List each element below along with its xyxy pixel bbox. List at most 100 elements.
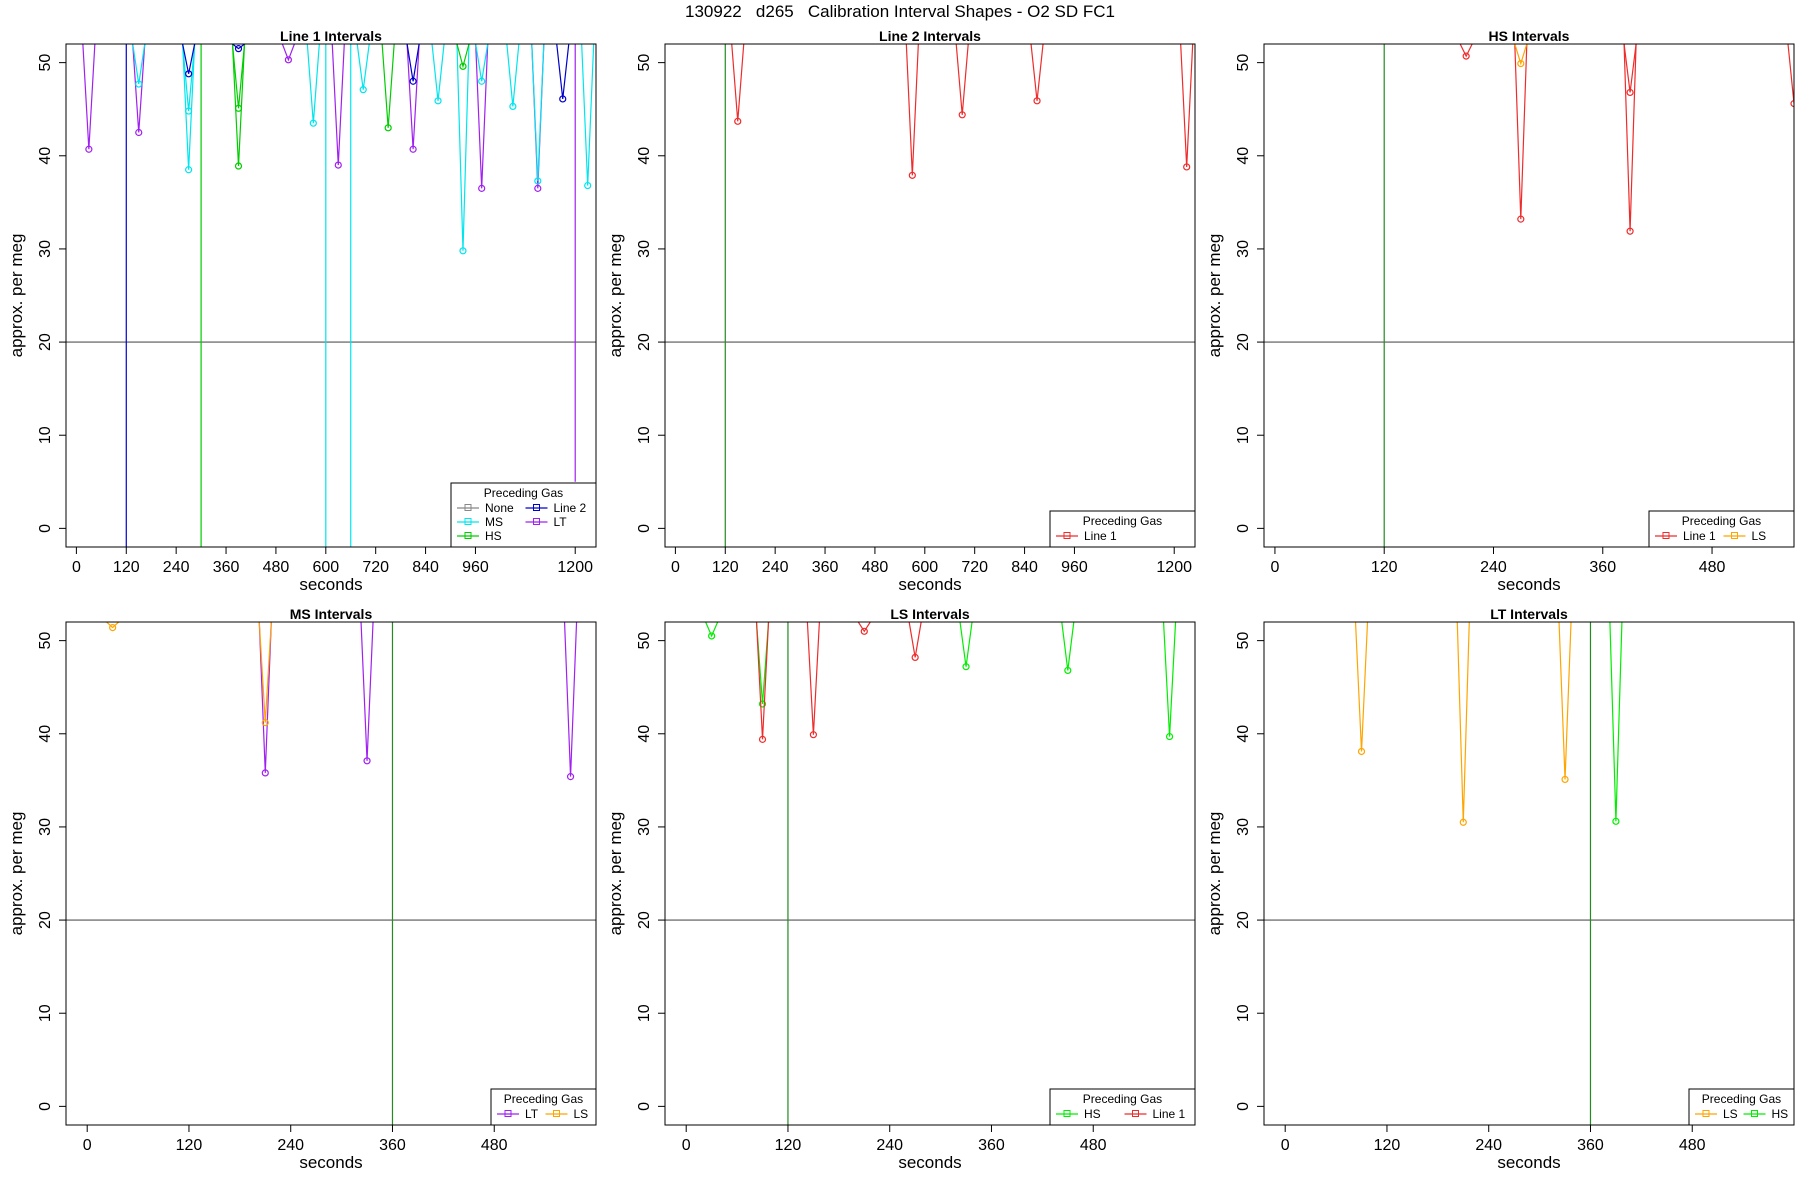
data-point — [1165, 732, 1174, 741]
legend-swatch-marker — [1132, 1110, 1139, 1117]
x-tick-label: 120 — [1374, 1137, 1401, 1154]
data-point — [459, 247, 467, 255]
data-point — [334, 161, 342, 169]
y-tick-label: 20 — [37, 911, 54, 929]
series-line — [857, 622, 871, 633]
data-point — [566, 773, 575, 781]
series-line — [182, 44, 196, 74]
series-line — [475, 44, 489, 189]
data-point — [234, 104, 243, 112]
y-tick-label: 0 — [636, 1102, 653, 1111]
x-tick-label: 480 — [1679, 1137, 1706, 1154]
x-tick-label: 480 — [481, 1137, 508, 1154]
series-line — [755, 622, 770, 740]
legend-entry-label: LS — [1723, 1107, 1738, 1121]
data-point — [958, 111, 966, 119]
data-point — [478, 77, 486, 85]
x-axis-label: seconds — [898, 1153, 961, 1172]
legend-swatch-marker — [533, 504, 540, 511]
series-line — [531, 44, 545, 181]
x-tick-label: 720 — [961, 559, 988, 576]
x-tick-label: 120 — [712, 559, 739, 576]
y-tick-label: 10 — [636, 1004, 653, 1022]
data-point — [234, 162, 243, 170]
y-tick-label: 10 — [636, 426, 653, 444]
data-point — [1790, 100, 1794, 108]
plot-border — [1263, 621, 1795, 1126]
x-tick-label: 0 — [1281, 1137, 1290, 1154]
x-tick-label: 360 — [213, 559, 240, 576]
series-line — [360, 622, 374, 761]
legend-entry-label: Line 1 — [1153, 1107, 1186, 1121]
legend-title: Preceding Gas — [1682, 514, 1761, 528]
data-point — [85, 145, 93, 153]
legend-swatch-marker — [464, 518, 472, 525]
x-tick-label: 0 — [83, 1137, 92, 1154]
y-tick-label: 0 — [1235, 524, 1252, 533]
y-tick-label: 40 — [1235, 725, 1252, 743]
x-tick-label: 360 — [379, 1137, 406, 1154]
series-line — [456, 44, 470, 69]
y-tick-label: 20 — [1235, 911, 1252, 929]
y-axis-label: approx. per meg — [7, 234, 26, 358]
data-point — [534, 177, 542, 185]
y-tick-label: 50 — [636, 54, 653, 72]
plot-panel-6: LT Intervals 0 120 240 360 480 seconds 0 10 20 30 4… — [1205, 606, 1795, 1172]
y-tick-label: 30 — [37, 818, 54, 836]
x-tick-label: 0 — [671, 559, 680, 576]
legend-swatch-marker — [504, 1110, 512, 1117]
legend-swatch-marker — [1731, 532, 1738, 539]
y-tick-label: 10 — [37, 1004, 54, 1022]
data-point — [135, 128, 143, 137]
series-line — [731, 44, 745, 122]
data-point — [185, 70, 193, 78]
series-line — [406, 44, 420, 150]
data-point — [261, 769, 269, 777]
plot-area — [665, 44, 1195, 547]
y-tick-label: 50 — [1235, 632, 1252, 650]
legend-swatch-marker — [1751, 1110, 1758, 1117]
legend-swatch-marker — [1702, 1110, 1710, 1117]
x-tick-label: 0 — [682, 1137, 691, 1154]
data-point — [459, 62, 467, 70]
legend-box — [1049, 510, 1196, 548]
x-tick-label: 480 — [263, 559, 290, 576]
series-line — [456, 44, 470, 251]
data-point — [1561, 775, 1569, 784]
plot-panel-4: MS Intervals 0 120 240 360 480 seconds 0 10 20 30 4… — [7, 606, 597, 1172]
series-line — [475, 44, 489, 82]
series-line — [506, 44, 520, 107]
y-tick-label: 20 — [37, 333, 54, 351]
x-tick-label: 240 — [277, 1137, 304, 1154]
data-point — [584, 181, 592, 190]
data-point — [1033, 97, 1041, 105]
data-point — [559, 95, 567, 103]
plot-area — [66, 44, 596, 547]
data-point — [1462, 52, 1470, 60]
legend-entry-label: HS — [1772, 1107, 1789, 1121]
data-point — [185, 166, 193, 174]
data-point — [758, 735, 767, 743]
series-line — [1623, 44, 1637, 232]
legend-entry-label: Line 2 — [554, 501, 587, 515]
data-point — [1357, 747, 1366, 756]
series-line — [431, 44, 445, 101]
series-line — [1061, 622, 1075, 671]
series-line — [1162, 622, 1177, 737]
legend-entry-label: Line 1 — [1683, 529, 1716, 543]
legend-entry-label: HS — [485, 529, 502, 543]
legend-entry-label: LT — [554, 515, 568, 529]
series-line — [1514, 44, 1528, 66]
data-point — [135, 80, 143, 88]
series-line — [182, 44, 196, 112]
x-tick-label: 960 — [462, 559, 489, 576]
data-point — [478, 184, 486, 192]
plot-area — [1264, 44, 1794, 547]
series-line — [132, 44, 146, 133]
plot-panel-2: Line 2 Intervals 0 120 240 360 480 600 720 840 96… — [606, 28, 1196, 594]
legend-entry-label: MS — [485, 515, 503, 529]
